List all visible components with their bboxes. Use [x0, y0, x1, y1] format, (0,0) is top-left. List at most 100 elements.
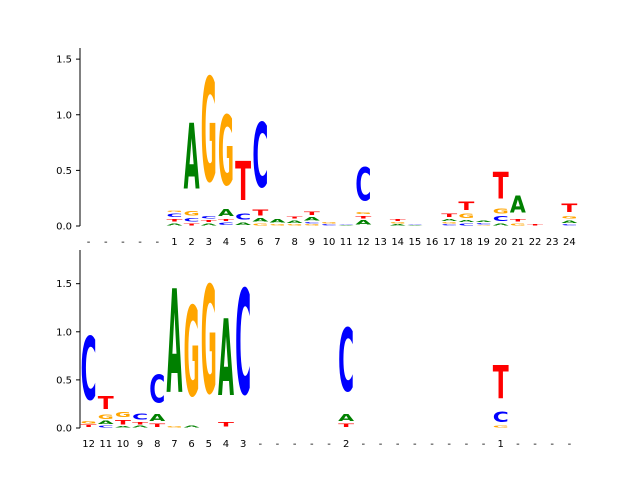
letter-C: C	[81, 320, 97, 420]
position-label: -	[327, 439, 331, 450]
letter-T: T	[115, 419, 131, 427]
position-label: -	[310, 439, 314, 450]
position-label: 15	[408, 237, 421, 248]
y-tick-label: 1.0	[56, 110, 72, 121]
letter-A: A	[304, 216, 321, 222]
letter-G: G	[252, 223, 268, 226]
position-label: 7	[171, 439, 177, 450]
letter-C: C	[252, 106, 268, 209]
position-label: -	[87, 237, 91, 248]
position-label: -	[447, 439, 451, 450]
position-label: -	[121, 237, 125, 248]
letter-A: A	[98, 420, 115, 425]
letter-C: C	[338, 311, 354, 411]
position-label: 22	[529, 237, 542, 248]
letter-A: A	[407, 225, 424, 226]
position-label: -	[413, 439, 417, 450]
letter-T: T	[252, 209, 268, 218]
letter-T: T	[441, 213, 458, 219]
logo-panel-1: 0.00.51.01.5- - - - -1 2 3 4 5 6 7 8 9 10 11 12 13 14 15 16…	[56, 48, 578, 248]
letter-A: A	[184, 425, 201, 428]
letter-G: G	[269, 224, 285, 226]
letter-T: T	[493, 358, 509, 409]
position-label: -	[379, 439, 383, 450]
letter-C: C	[321, 224, 337, 226]
letter-C: C	[235, 213, 251, 222]
letter-A: A	[441, 218, 458, 221]
position-label: -	[293, 439, 297, 450]
letter-G: G	[98, 414, 114, 420]
letter-T: T	[493, 166, 509, 208]
letter-G: G	[390, 222, 406, 224]
letter-G: G	[493, 208, 509, 215]
position-label: 23	[546, 237, 559, 248]
letter-T: T	[184, 223, 201, 226]
letter-C: C	[476, 223, 492, 225]
letter-C: C	[493, 215, 509, 223]
y-tick-label: 0.0	[56, 222, 72, 233]
letter-T: T	[527, 224, 544, 226]
letter-T: T	[132, 421, 149, 425]
letter-A: A	[338, 225, 355, 226]
letter-G: G	[355, 212, 371, 215]
position-label: 18	[460, 237, 473, 248]
letter-C: C	[441, 224, 457, 226]
position-label: 2	[343, 439, 349, 450]
position-label: 10	[323, 237, 336, 248]
position-label: 9	[137, 439, 143, 450]
letter-A: A	[476, 221, 493, 223]
position-label: -	[259, 439, 263, 450]
letter-T: T	[510, 218, 527, 223]
letter-C: C	[561, 224, 577, 226]
letter-T: T	[458, 200, 475, 213]
position-label: -	[104, 237, 108, 248]
letter-G: G	[510, 223, 526, 226]
letter-T: T	[561, 202, 578, 215]
letter-C: C	[201, 215, 217, 219]
position-label: 12	[357, 237, 370, 248]
letter-G: G	[218, 97, 234, 208]
position-label: 3	[206, 237, 212, 248]
letter-A: A	[561, 220, 578, 224]
letter-A: A	[184, 106, 200, 211]
letter-A: A	[458, 219, 475, 222]
letter-C: C	[493, 410, 509, 426]
letter-T: T	[81, 424, 98, 428]
position-label: 21	[512, 237, 525, 248]
y-tick-label: 1.5	[56, 55, 72, 66]
logo-panel-2: 0.0 0.5 1.0 1.5 12 11 10 9 8 7 6 5 4 3 - - - - - 2 - - - - - - - - 1…	[56, 250, 572, 450]
position-label: 17	[443, 237, 456, 248]
y-tick-label: 1.5	[56, 279, 72, 290]
letter-T: T	[235, 151, 251, 213]
position-label: -	[396, 439, 400, 450]
letter-G: G	[166, 426, 182, 428]
letter-T: T	[304, 210, 321, 216]
letter-G: G	[493, 425, 509, 428]
letter-A: A	[218, 207, 235, 218]
letter-G: G	[441, 222, 457, 224]
position-label: 11	[99, 439, 112, 450]
letter-T: T	[166, 218, 183, 223]
y-tick-label: 0.5	[56, 375, 72, 386]
letter-A: A	[235, 222, 252, 226]
letter-G: G	[166, 211, 182, 213]
letter-C: C	[235, 261, 251, 429]
position-label: 14	[391, 237, 404, 248]
position-label: 13	[374, 237, 387, 248]
position-label: -	[138, 237, 142, 248]
position-label: 19	[477, 237, 490, 248]
position-label: 4	[223, 439, 229, 450]
position-label: 9	[309, 237, 315, 248]
position-label: 6	[257, 237, 263, 248]
letter-T: T	[98, 393, 115, 414]
position-label: 20	[494, 237, 507, 248]
position-label: -	[516, 439, 520, 450]
letter-C: C	[218, 222, 234, 226]
letter-A: A	[166, 260, 182, 425]
position-label: -	[276, 439, 280, 450]
letter-C: C	[149, 368, 165, 412]
letter-A: A	[115, 426, 132, 428]
letter-G: G	[201, 255, 217, 427]
letter-C: C	[355, 160, 371, 212]
letter-G: G	[115, 411, 131, 418]
